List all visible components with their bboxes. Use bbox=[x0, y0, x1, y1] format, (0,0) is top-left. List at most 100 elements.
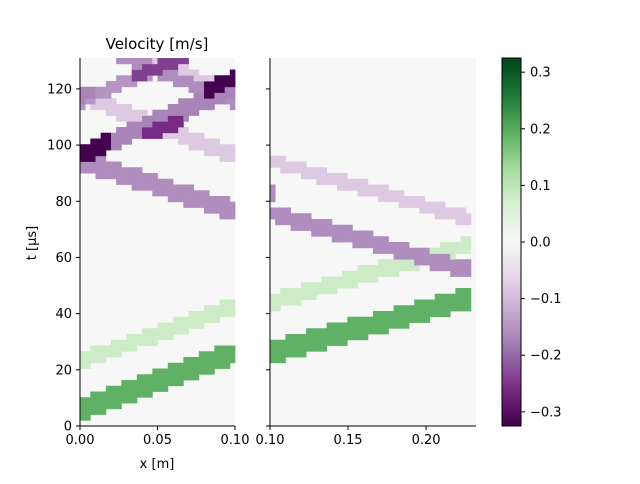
heatmap-cell bbox=[388, 270, 394, 277]
heatmap-cell bbox=[162, 121, 169, 128]
heatmap-cell bbox=[362, 184, 369, 191]
y-tick-label: 40 bbox=[55, 307, 72, 322]
heatmap-cell bbox=[224, 155, 231, 162]
heatmap-cell bbox=[136, 109, 143, 116]
heatmap-cell bbox=[147, 334, 153, 341]
heatmap-cell bbox=[198, 357, 205, 364]
heatmap-cell bbox=[142, 173, 148, 180]
heatmap-cell bbox=[167, 58, 174, 65]
heatmap-cell bbox=[162, 132, 169, 139]
heatmap-cell bbox=[204, 368, 210, 375]
heatmap-cell bbox=[419, 253, 425, 260]
heatmap-cell bbox=[136, 69, 143, 76]
heatmap-cell bbox=[167, 190, 174, 197]
heatmap-cell bbox=[157, 368, 164, 375]
heatmap-cell bbox=[316, 339, 322, 346]
heatmap-cell bbox=[311, 288, 317, 295]
heatmap-cell bbox=[434, 207, 441, 214]
heatmap-cell bbox=[316, 219, 322, 226]
heatmap-cell bbox=[126, 121, 133, 128]
heatmap-cell bbox=[95, 86, 102, 93]
heatmap-cell bbox=[214, 357, 220, 364]
heatmap-cell bbox=[419, 305, 425, 312]
heatmap-cell bbox=[414, 259, 420, 266]
heatmap-cell bbox=[116, 385, 122, 392]
heatmap-cell bbox=[105, 385, 112, 392]
heatmap-cell bbox=[116, 144, 122, 151]
heatmap-cell bbox=[316, 288, 322, 295]
heatmap-cell bbox=[183, 201, 189, 208]
heatmap-cell bbox=[378, 322, 384, 329]
heatmap-cell bbox=[357, 316, 364, 323]
heatmap-cell bbox=[147, 328, 153, 335]
heatmap-cell bbox=[178, 115, 184, 122]
heatmap-cell bbox=[224, 98, 231, 105]
heatmap-cell bbox=[429, 265, 436, 272]
x-tick-label: 0.05 bbox=[143, 433, 172, 448]
heatmap-cell bbox=[136, 385, 143, 392]
heatmap-cell bbox=[152, 58, 158, 65]
heatmap-cell bbox=[198, 351, 205, 358]
heatmap-cell bbox=[393, 305, 400, 312]
heatmap-cell bbox=[219, 311, 226, 318]
heatmap-cell bbox=[100, 408, 107, 415]
heatmap-cell bbox=[178, 98, 184, 105]
heatmap-cell bbox=[126, 58, 133, 65]
heatmap-cell bbox=[434, 311, 441, 318]
heatmap-cell bbox=[131, 397, 138, 404]
heatmap-cell bbox=[219, 81, 226, 88]
heatmap-cell bbox=[347, 316, 353, 323]
heatmap-cell bbox=[198, 75, 205, 82]
heatmap-cell bbox=[214, 201, 220, 208]
heatmap-cell bbox=[331, 276, 338, 283]
heatmap-cell bbox=[367, 242, 374, 249]
heatmap-cell bbox=[178, 132, 184, 139]
heatmap-cell bbox=[136, 121, 143, 128]
heatmap-cell bbox=[357, 276, 364, 283]
heatmap-cell bbox=[290, 299, 297, 306]
heatmap-cell bbox=[439, 265, 446, 272]
heatmap-cell bbox=[357, 265, 364, 272]
heatmap-cell bbox=[126, 397, 133, 404]
heatmap-cell bbox=[460, 293, 467, 300]
heatmap-cell bbox=[321, 328, 328, 335]
heatmap-cell bbox=[465, 270, 472, 277]
heatmap-cell bbox=[362, 265, 369, 272]
heatmap-cell bbox=[326, 276, 333, 283]
heatmap-cell bbox=[465, 293, 472, 300]
heatmap-cell bbox=[167, 109, 174, 116]
heatmap-cell bbox=[342, 334, 348, 341]
heatmap-cell bbox=[331, 328, 338, 335]
heatmap-cell bbox=[419, 196, 425, 203]
heatmap-cell bbox=[121, 397, 127, 404]
heatmap-cell bbox=[126, 138, 133, 145]
heatmap-cell bbox=[173, 322, 179, 329]
heatmap-cell bbox=[280, 345, 286, 352]
heatmap-cell bbox=[183, 368, 189, 375]
heatmap-cell bbox=[373, 311, 379, 318]
heatmap-cell bbox=[136, 178, 143, 185]
heatmap-cell bbox=[316, 178, 322, 185]
heatmap-cell bbox=[367, 316, 374, 323]
heatmap-cell bbox=[188, 374, 195, 381]
heatmap-cell bbox=[414, 247, 420, 254]
heatmap-cell bbox=[424, 305, 431, 312]
heatmap-cell bbox=[126, 81, 133, 88]
heatmap-cell bbox=[445, 247, 451, 254]
heatmap-cell bbox=[300, 161, 307, 168]
y-tick-label: 20 bbox=[55, 363, 72, 378]
heatmap-cell bbox=[214, 150, 220, 157]
heatmap-cell bbox=[152, 115, 158, 122]
heatmap-cell bbox=[434, 299, 441, 306]
heatmap-cell bbox=[270, 196, 276, 203]
heatmap-cell bbox=[193, 132, 200, 139]
heatmap-cell bbox=[183, 104, 189, 111]
heatmap-cell bbox=[219, 196, 226, 203]
heatmap-cell bbox=[326, 288, 333, 295]
heatmap-cell bbox=[198, 138, 205, 145]
heatmap-cell bbox=[336, 173, 343, 180]
heatmap-cell bbox=[347, 236, 353, 243]
heatmap-cell bbox=[352, 276, 358, 283]
heatmap-cell bbox=[126, 339, 133, 346]
heatmap-cell bbox=[126, 104, 133, 111]
